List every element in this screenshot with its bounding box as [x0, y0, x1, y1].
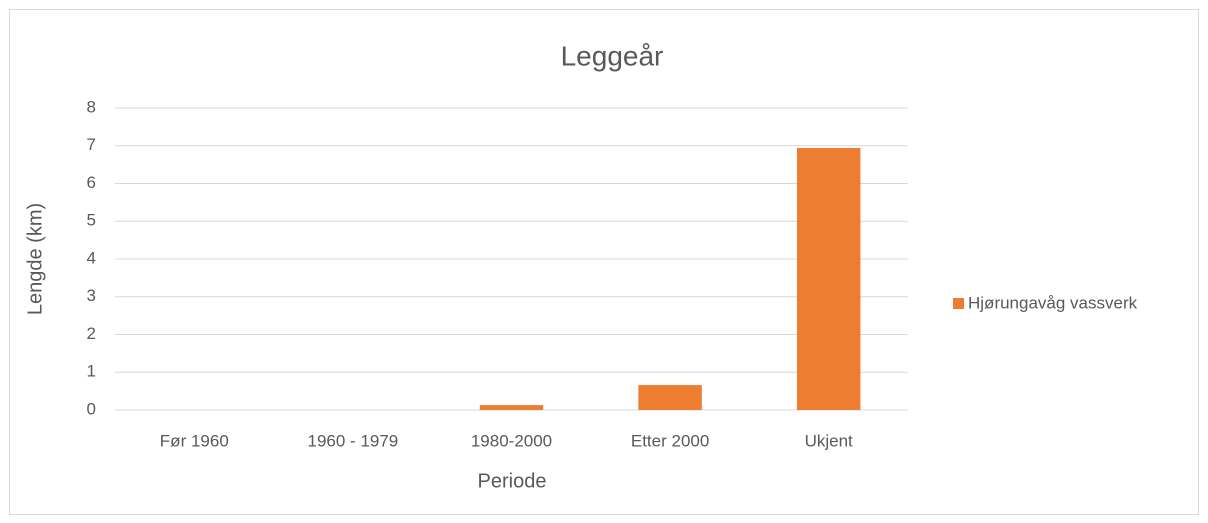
y-tick-label: 6 — [87, 173, 96, 192]
bar — [479, 405, 544, 410]
y-tick-label: 0 — [87, 399, 96, 418]
x-tick-label: 1980-2000 — [471, 431, 552, 450]
y-tick-label: 5 — [87, 211, 96, 230]
x-axis-label: Periode — [478, 470, 547, 492]
y-tick-label: 1 — [87, 362, 96, 381]
y-tick-label: 2 — [87, 324, 96, 343]
legend-swatch — [953, 298, 964, 309]
chart-frame — [9, 9, 1199, 515]
y-axis-label: Lengde (km) — [24, 203, 46, 315]
y-tick-label: 3 — [87, 286, 96, 305]
x-tick-label: Før 1960 — [160, 431, 229, 450]
bar — [638, 385, 702, 410]
x-tick-label: 1960 - 1979 — [308, 431, 399, 450]
y-tick-label: 7 — [87, 135, 96, 154]
chart-title: Leggeår — [561, 40, 664, 71]
y-tick-label: 8 — [87, 97, 96, 116]
x-tick-label: Ukjent — [805, 431, 853, 450]
legend-label: Hjørungavåg vassverk — [968, 293, 1138, 312]
x-tick-label: Etter 2000 — [631, 431, 709, 450]
y-tick-label: 4 — [87, 248, 96, 267]
bar — [796, 148, 861, 410]
